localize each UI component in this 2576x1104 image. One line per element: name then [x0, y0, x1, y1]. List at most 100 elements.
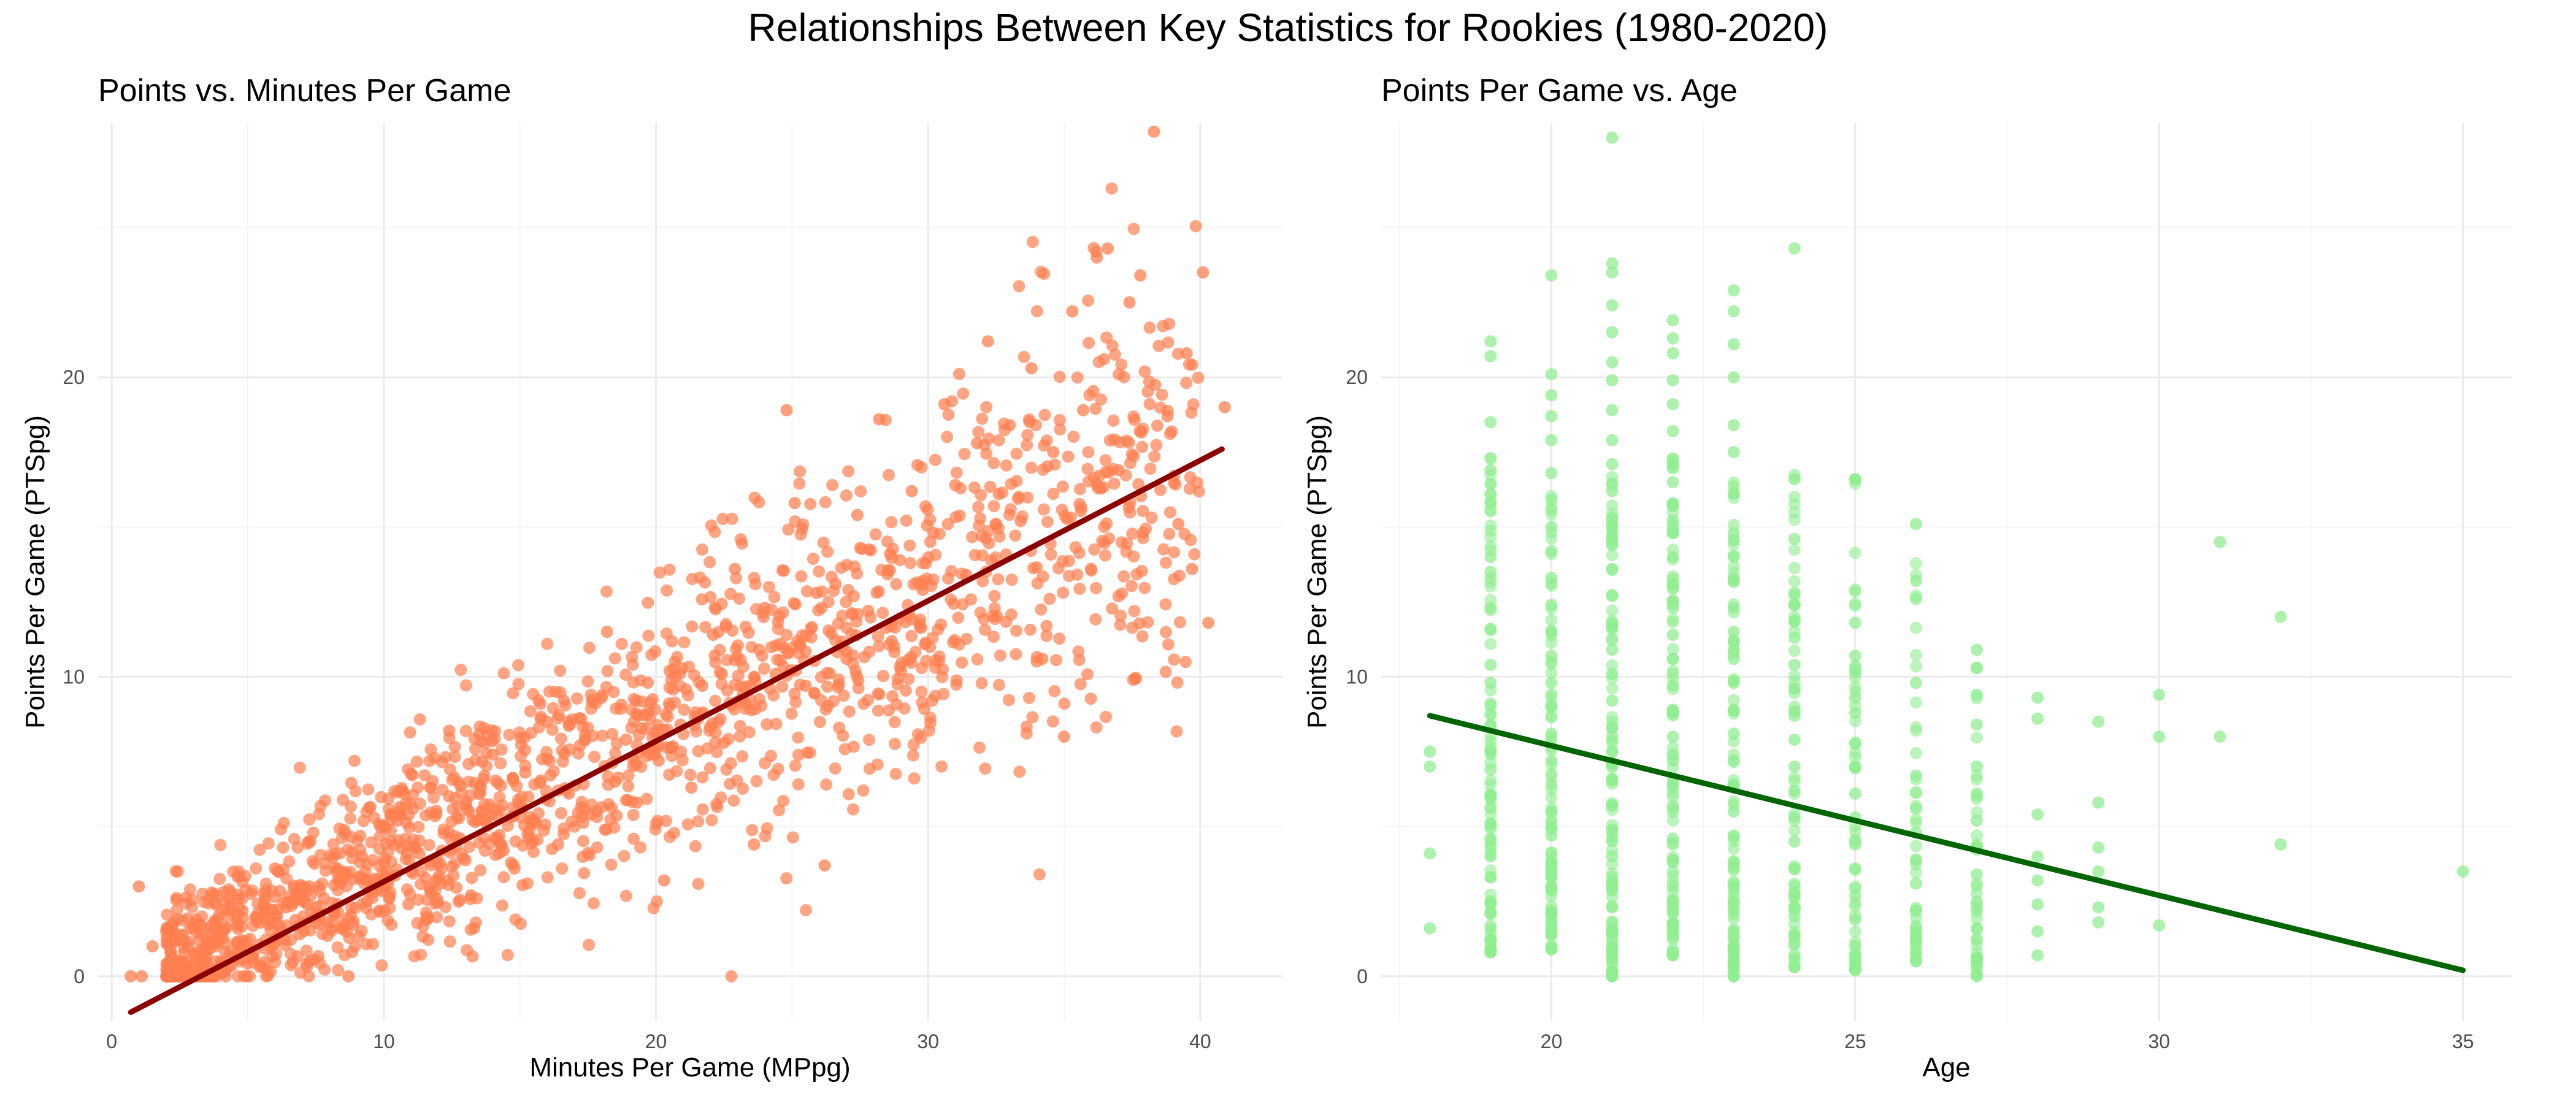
data-point [692, 815, 705, 828]
data-point [1047, 488, 1060, 500]
data-point [461, 944, 473, 957]
panel-2: 20 25 30 35 0 10 20 Age Points Per Game (PTSpg) [1302, 123, 2512, 1083]
data-point [836, 610, 849, 623]
data-point [927, 527, 940, 540]
data-point [1606, 257, 1619, 270]
data-point [1666, 506, 1679, 519]
data-point [664, 742, 677, 754]
data-point [1849, 896, 1861, 909]
data-point [734, 680, 747, 693]
data-point [873, 688, 886, 701]
data-point [794, 528, 807, 541]
data-point [987, 500, 1000, 513]
data-point [1160, 556, 1173, 569]
data-point [1666, 749, 1679, 762]
data-point [2214, 535, 2226, 548]
data-point [541, 637, 554, 650]
data-point [1606, 404, 1619, 416]
data-point [1062, 450, 1075, 463]
data-point [663, 664, 676, 677]
data-point [1727, 371, 1740, 384]
data-point [709, 603, 722, 616]
data-point [365, 836, 378, 849]
data-point [1788, 824, 1801, 837]
data-point [424, 781, 437, 794]
data-point [450, 881, 463, 894]
data-point [1096, 534, 1109, 547]
data-point [164, 948, 177, 961]
data-point [762, 581, 775, 594]
data-point [551, 838, 564, 851]
data-point [793, 477, 806, 490]
data-point [2031, 949, 2044, 962]
trend-line [1427, 713, 2466, 973]
data-point [1545, 602, 1558, 615]
data-point [1909, 569, 1922, 581]
data-point [421, 894, 434, 907]
data-point [941, 431, 954, 443]
data-point [583, 938, 596, 951]
data-point [1026, 236, 1039, 248]
data-point [1606, 499, 1619, 512]
data-point [759, 602, 772, 615]
data-point [709, 694, 722, 707]
data-point [757, 662, 770, 675]
data-point [1849, 473, 1861, 486]
data-point [453, 812, 466, 825]
data-point [338, 865, 351, 878]
data-point [1053, 414, 1066, 427]
data-point [524, 705, 537, 718]
data-point [1666, 398, 1679, 411]
data-point [905, 485, 918, 497]
data-point [1788, 686, 1801, 699]
data-point [657, 874, 670, 887]
data-point [1666, 800, 1679, 813]
data-point [509, 913, 522, 926]
data-point [883, 469, 895, 481]
data-point [491, 776, 504, 789]
data-point [459, 724, 472, 737]
data-point [132, 880, 145, 893]
data-point [1159, 665, 1172, 678]
data-point [1112, 464, 1125, 477]
data-point [894, 664, 907, 677]
data-point [696, 771, 709, 784]
data-point [435, 756, 448, 769]
data-point [753, 643, 765, 656]
data-point [1071, 371, 1084, 384]
data-point [1545, 666, 1558, 679]
data-point [554, 732, 567, 745]
data-point [659, 708, 672, 721]
data-point [356, 850, 369, 863]
data-point [794, 465, 807, 478]
data-point [1545, 389, 1558, 402]
data-point [829, 634, 842, 647]
data-point [1484, 870, 1497, 883]
data-point [375, 791, 388, 803]
data-point [1003, 508, 1016, 521]
data-point [1163, 317, 1176, 330]
data-point [821, 700, 834, 713]
data-point [541, 715, 554, 728]
data-point [556, 862, 569, 875]
data-point [1606, 944, 1619, 957]
data-point [924, 716, 937, 729]
data-point [1099, 454, 1112, 467]
y-tick-label: 20 [1346, 366, 1368, 388]
data-point [1035, 603, 1048, 616]
data-point [413, 847, 426, 860]
data-point [900, 514, 913, 527]
data-point [1849, 787, 1861, 800]
data-point [609, 747, 622, 760]
data-point [862, 734, 875, 746]
data-point [432, 896, 445, 909]
data-point [329, 862, 342, 875]
data-point [2153, 730, 2166, 743]
data-point [1606, 694, 1619, 707]
data-point [2092, 901, 2105, 914]
data-point [291, 950, 304, 963]
data-point [1545, 822, 1558, 835]
data-point [652, 754, 665, 767]
data-point [743, 726, 756, 738]
data-point [1137, 423, 1149, 435]
